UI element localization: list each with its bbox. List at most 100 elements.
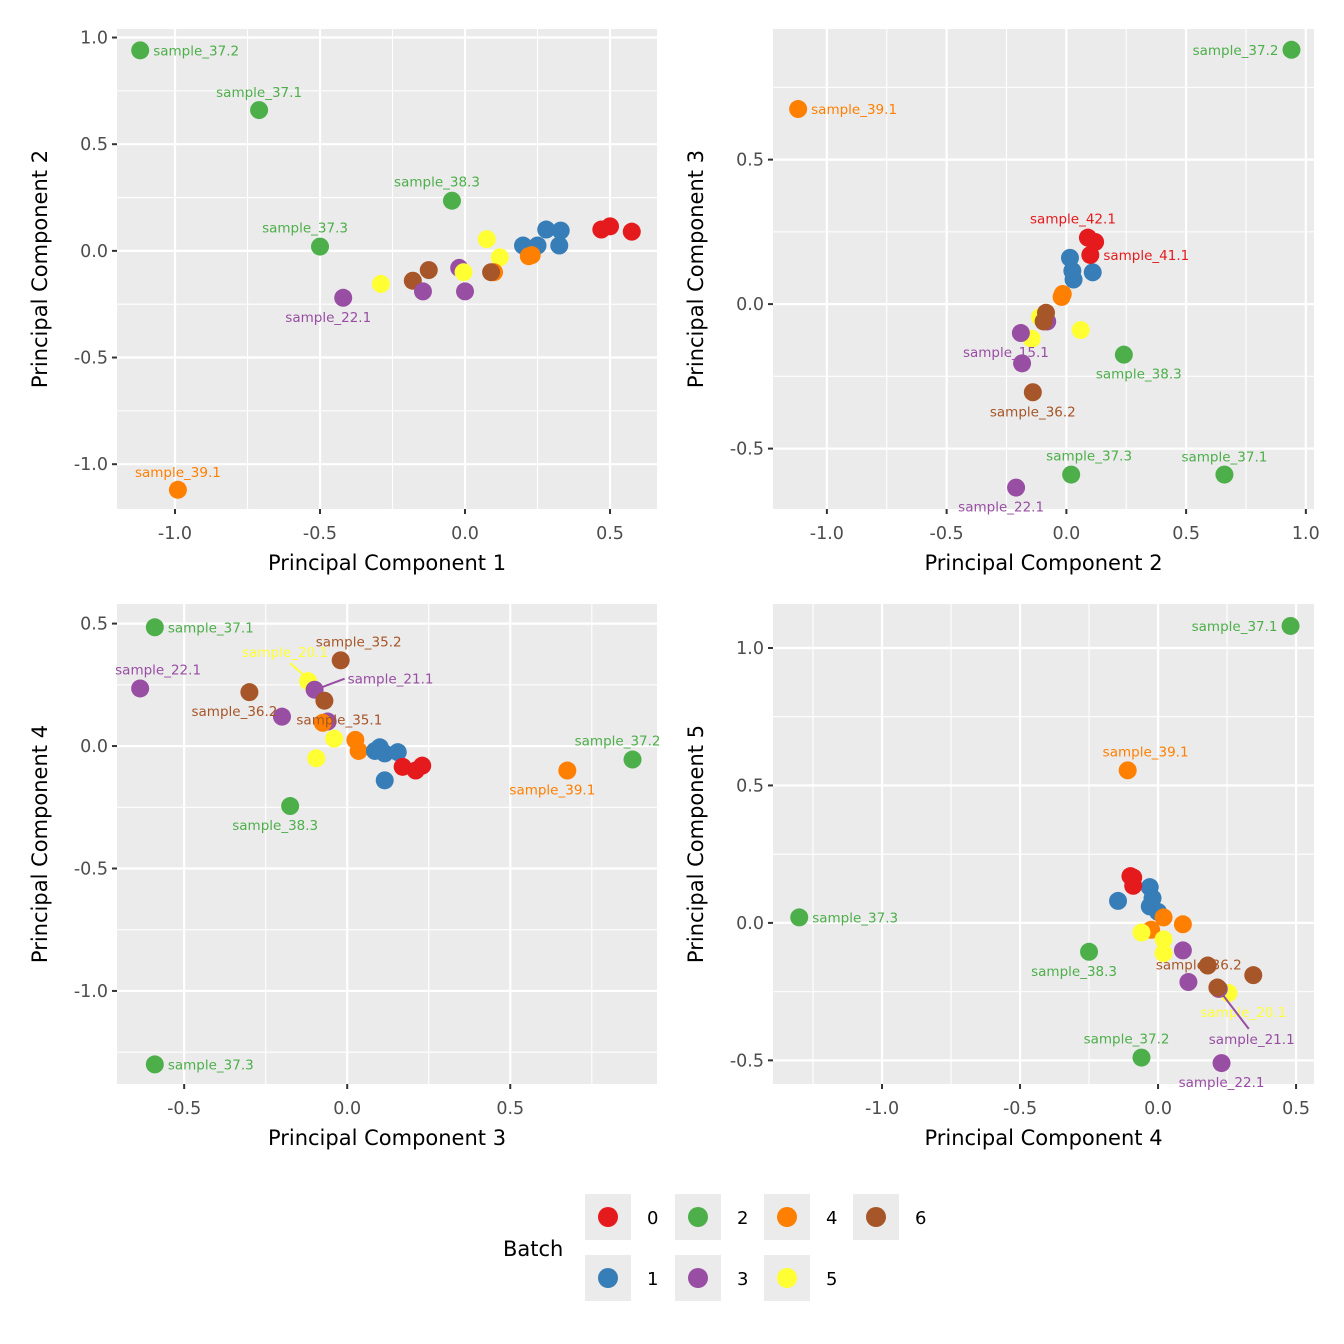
plot-background [773,604,1314,1084]
data-point-batch-2[interactable] [623,750,642,769]
data-point-batch-1[interactable] [550,236,569,255]
data-point-batch-1[interactable] [375,744,394,763]
data-point-batch-4[interactable] [313,713,332,732]
data-point-batch-4[interactable] [1118,761,1137,780]
data-point-batch-1[interactable] [388,743,407,762]
data-point-batch-4[interactable] [1173,915,1192,934]
data-point-batch-3[interactable] [1173,941,1192,960]
data-point-batch-4[interactable] [1154,908,1173,927]
x-tick-label: -0.5 [1003,1099,1037,1119]
data-point-batch-5[interactable] [1154,944,1173,963]
data-point-batch-6[interactable] [315,691,334,710]
data-point-batch-2[interactable] [790,908,809,927]
legend-swatch [866,1207,886,1227]
data-point-batch-4[interactable] [789,100,808,119]
panel-pc3-pc4: -0.5 0.0 0.5 -1.0 -0.5 0.0 0.5 Principal Compon… [28,604,661,1150]
data-point-batch-6[interactable] [1208,978,1227,997]
y-tick-label: 0.5 [80,135,108,155]
legend-label: 2 [737,1208,748,1229]
data-point-batch-2[interactable] [1281,616,1300,635]
point-label: sample_39.1 [509,783,595,799]
point-label: sample_21.1 [1209,1032,1295,1048]
point-label: sample_35.1 [296,713,382,729]
data-point-batch-3[interactable] [456,282,475,301]
data-point-batch-5[interactable] [371,274,390,293]
data-point-batch-1[interactable] [551,221,570,240]
data-point-batch-6[interactable] [482,263,501,282]
data-point-batch-0[interactable] [1081,245,1100,264]
data-point-batch-3[interactable] [1013,354,1032,373]
legend-item-batch-5[interactable]: 5 [764,1255,837,1301]
legend-item-batch-6[interactable]: 6 [853,1194,926,1240]
legend-item-batch-3[interactable]: 3 [675,1255,748,1301]
data-point-batch-2[interactable] [1132,1048,1151,1067]
legend-item-batch-0[interactable]: 0 [585,1194,658,1240]
data-point-batch-3[interactable] [334,288,353,307]
data-point-batch-2[interactable] [145,618,164,637]
legend-item-batch-1[interactable]: 1 [585,1255,658,1301]
data-point-batch-6[interactable] [1198,956,1217,975]
data-point-batch-6[interactable] [331,651,350,670]
data-point-batch-1[interactable] [375,771,394,790]
data-point-batch-6[interactable] [240,683,259,702]
data-point-batch-6[interactable] [1034,312,1053,331]
data-point-batch-1[interactable] [1109,891,1128,910]
point-label: sample_37.2 [153,43,239,59]
point-label: sample_38.3 [1031,964,1117,980]
legend-item-batch-4[interactable]: 4 [764,1194,837,1240]
data-point-batch-6[interactable] [419,261,438,280]
data-point-batch-5[interactable] [307,749,326,768]
data-point-batch-3[interactable] [413,282,432,301]
data-point-batch-4[interactable] [522,246,541,265]
data-point-batch-4[interactable] [1052,287,1071,306]
data-point-batch-3[interactable] [131,679,150,698]
data-point-batch-3[interactable] [1212,1054,1231,1073]
data-point-batch-0[interactable] [601,217,620,236]
point-labels: sample_37.2 sample_39.1 sample_42.1 sample_… [811,43,1278,516]
x-tick-label: 0.5 [1172,524,1200,544]
x-tick-label: 0.5 [496,1099,524,1119]
legend-item-batch-2[interactable]: 2 [675,1194,748,1240]
data-point-batch-4[interactable] [346,730,365,749]
data-point-batch-2[interactable] [442,191,461,210]
data-point-batch-2[interactable] [250,101,269,120]
data-point-batch-5[interactable] [325,729,344,748]
data-point-batch-2[interactable] [1282,40,1301,59]
data-point-batch-3[interactable] [1179,973,1198,992]
data-point-batch-0[interactable] [413,756,432,775]
data-point-batch-2[interactable] [145,1055,164,1074]
data-point-batch-2[interactable] [1114,345,1133,364]
data-point-batch-6[interactable] [1244,966,1263,985]
y-axis-title: Principal Component 3 [684,150,708,388]
x-axis-title: Principal Component 2 [924,551,1162,575]
y-tick-label: 1.0 [80,29,108,49]
legend-label: 1 [647,1269,658,1290]
data-point-batch-2[interactable] [1080,942,1099,961]
data-point-batch-0[interactable] [622,222,641,241]
data-point-batch-2[interactable] [1215,465,1234,484]
data-point-batch-5[interactable] [1132,923,1151,942]
data-point-batch-5[interactable] [1154,930,1173,949]
data-point-batch-2[interactable] [281,797,300,816]
data-point-batch-5[interactable] [1071,321,1090,340]
data-point-batch-3[interactable] [273,707,291,726]
y-tick-label: 0.5 [736,776,764,796]
point-labels: sample_37.2 sample_37.1 sample_38.3 sample_… [135,43,480,480]
data-point-batch-3[interactable] [1011,324,1030,343]
data-point-batch-6[interactable] [1023,383,1042,402]
data-point-batch-2[interactable] [1062,465,1081,484]
data-point-batch-5[interactable] [490,248,509,267]
y-tick-label: 1.0 [736,639,764,659]
data-point-batch-0[interactable] [1124,876,1143,895]
data-point-batch-5[interactable] [454,263,473,282]
data-point-batch-5[interactable] [477,230,496,249]
data-point-batch-4[interactable] [558,761,577,780]
data-point-batch-3[interactable] [1007,478,1026,497]
data-point-batch-2[interactable] [311,237,330,256]
data-point-batch-1[interactable] [1064,270,1083,289]
data-point-batch-1[interactable] [537,220,556,239]
data-point-batch-1[interactable] [1083,263,1102,282]
data-point-batch-4[interactable] [168,480,187,499]
data-point-batch-2[interactable] [131,41,150,60]
